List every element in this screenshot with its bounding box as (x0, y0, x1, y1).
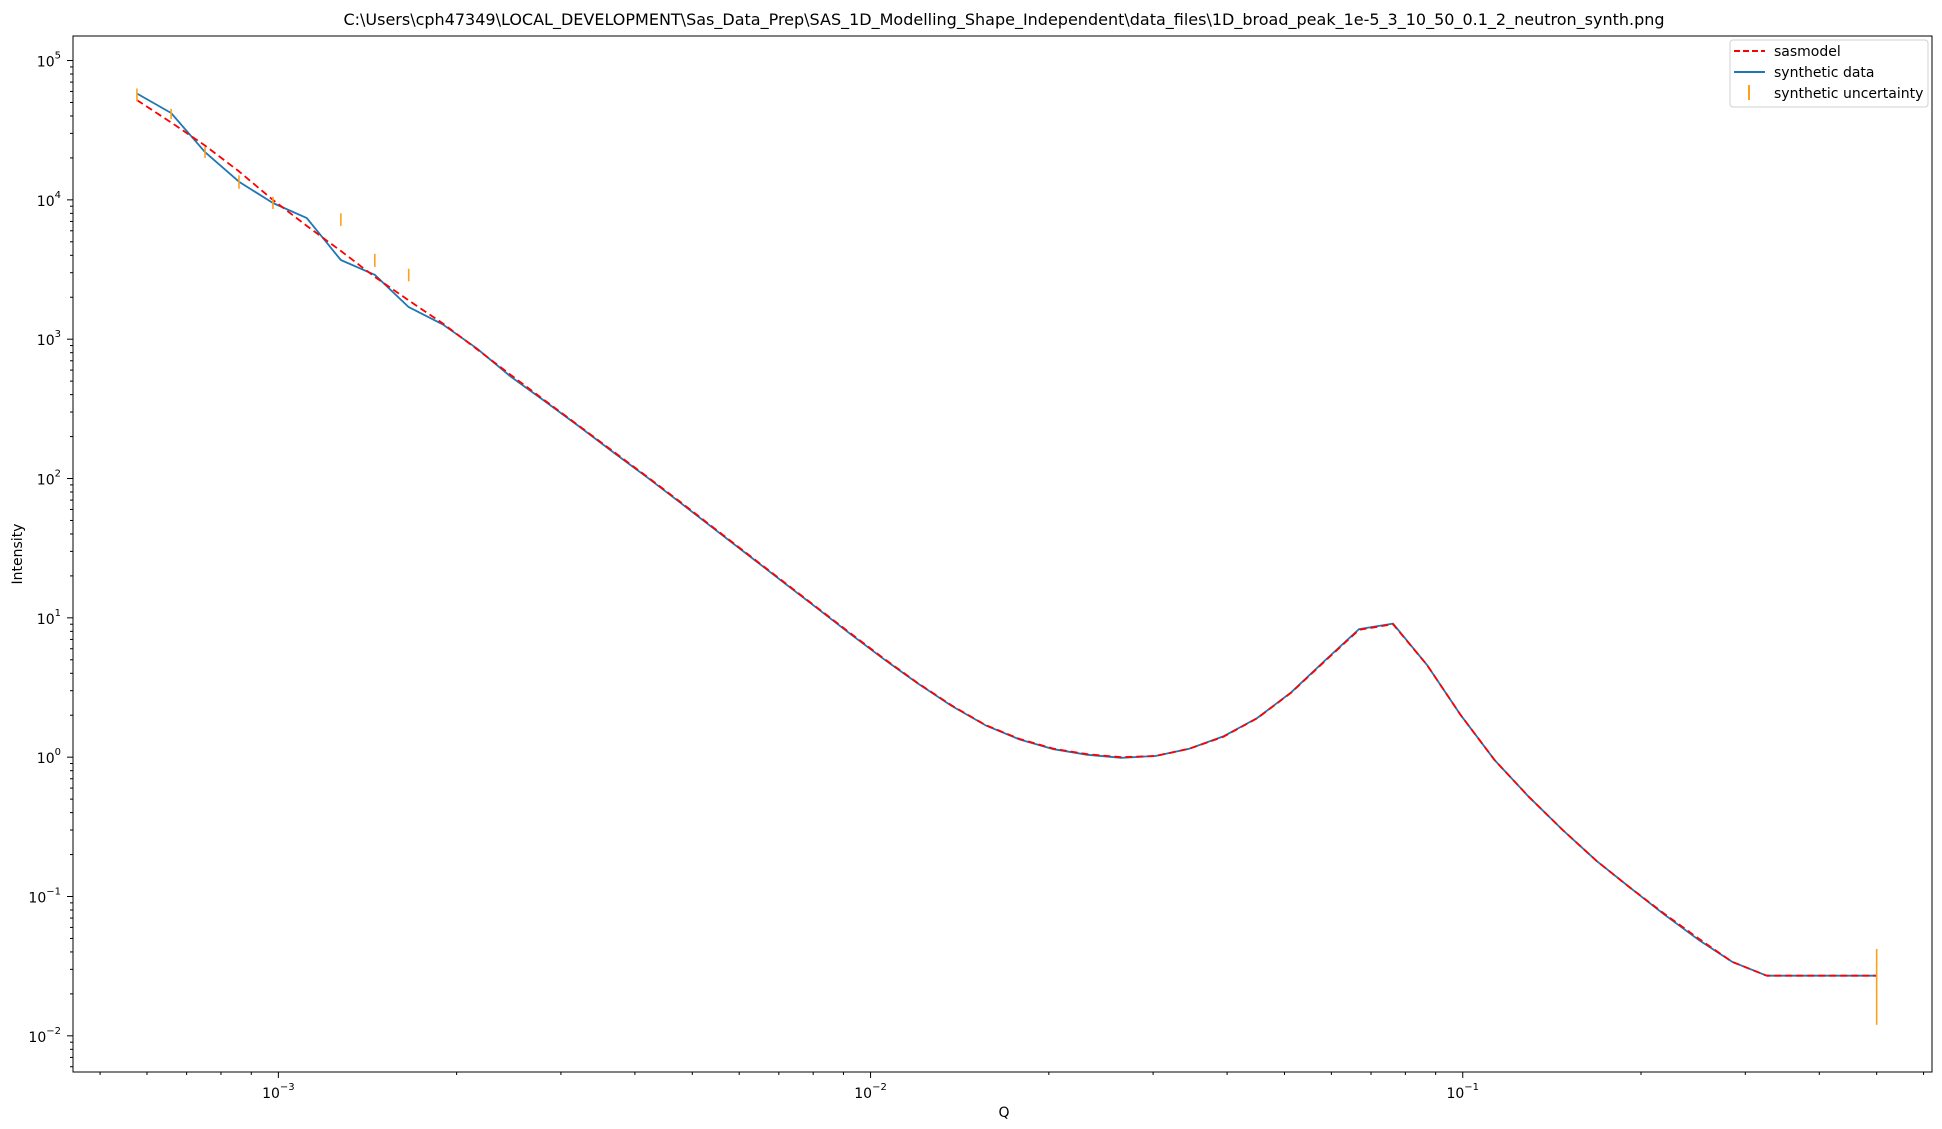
x-tick-label: 10−1 (1446, 1082, 1479, 1102)
y-tick-exponent: 2 (55, 469, 61, 480)
y-tick-exponent: −1 (46, 886, 61, 897)
axes-frame (72, 35, 1933, 1073)
x-axis: 10−3 10−2 10−1 (99, 1072, 1925, 1102)
x-tick-exponent: −3 (280, 1082, 295, 1093)
y-tick-label: 10−2 (28, 1026, 61, 1046)
y-axis-label: Intensity (10, 524, 26, 585)
y-tick-label: 100 (37, 747, 61, 767)
series-line-synthetic-data (136, 92, 1877, 977)
x-tick-label: 10−3 (262, 1082, 295, 1102)
y-tick-exponent: 4 (55, 190, 61, 201)
y-tick-label: 10−1 (28, 886, 61, 906)
legend-box (1729, 39, 1929, 108)
y-tick-exponent: −2 (46, 1026, 61, 1037)
legend-synthetic-data-label: synthetic data (1774, 65, 1875, 81)
legend-synthetic-uncertainty-label: synthetic uncertainty (1774, 86, 1923, 102)
y-tick-exponent: 1 (55, 608, 61, 619)
chart-title: C:\Users\cph47349\LOCAL_DEVELOPMENT\Sas_… (343, 10, 1664, 30)
y-tick-label: 103 (37, 329, 61, 349)
x-tick-label: 10−2 (854, 1082, 887, 1102)
y-tick-label: 101 (37, 608, 61, 628)
y-tick-label: 104 (37, 190, 61, 210)
legend-sasmodel-label: sasmodel (1774, 44, 1841, 60)
x-tick-exponent: −1 (1464, 1082, 1479, 1093)
y-tick-label: 105 (37, 51, 61, 71)
y-tick-exponent: 3 (55, 329, 61, 340)
x-axis-label: Q (998, 1105, 1009, 1121)
legend: sasmodel synthetic data synthetic uncert… (1729, 39, 1929, 108)
plot-area (136, 88, 1878, 1025)
y-tick-exponent: 5 (55, 51, 61, 62)
y-tick-exponent: 0 (55, 747, 61, 758)
y-tick-label: 102 (37, 469, 61, 489)
x-tick-exponent: −2 (872, 1082, 887, 1093)
series-line-sasmodel (136, 99, 1877, 977)
